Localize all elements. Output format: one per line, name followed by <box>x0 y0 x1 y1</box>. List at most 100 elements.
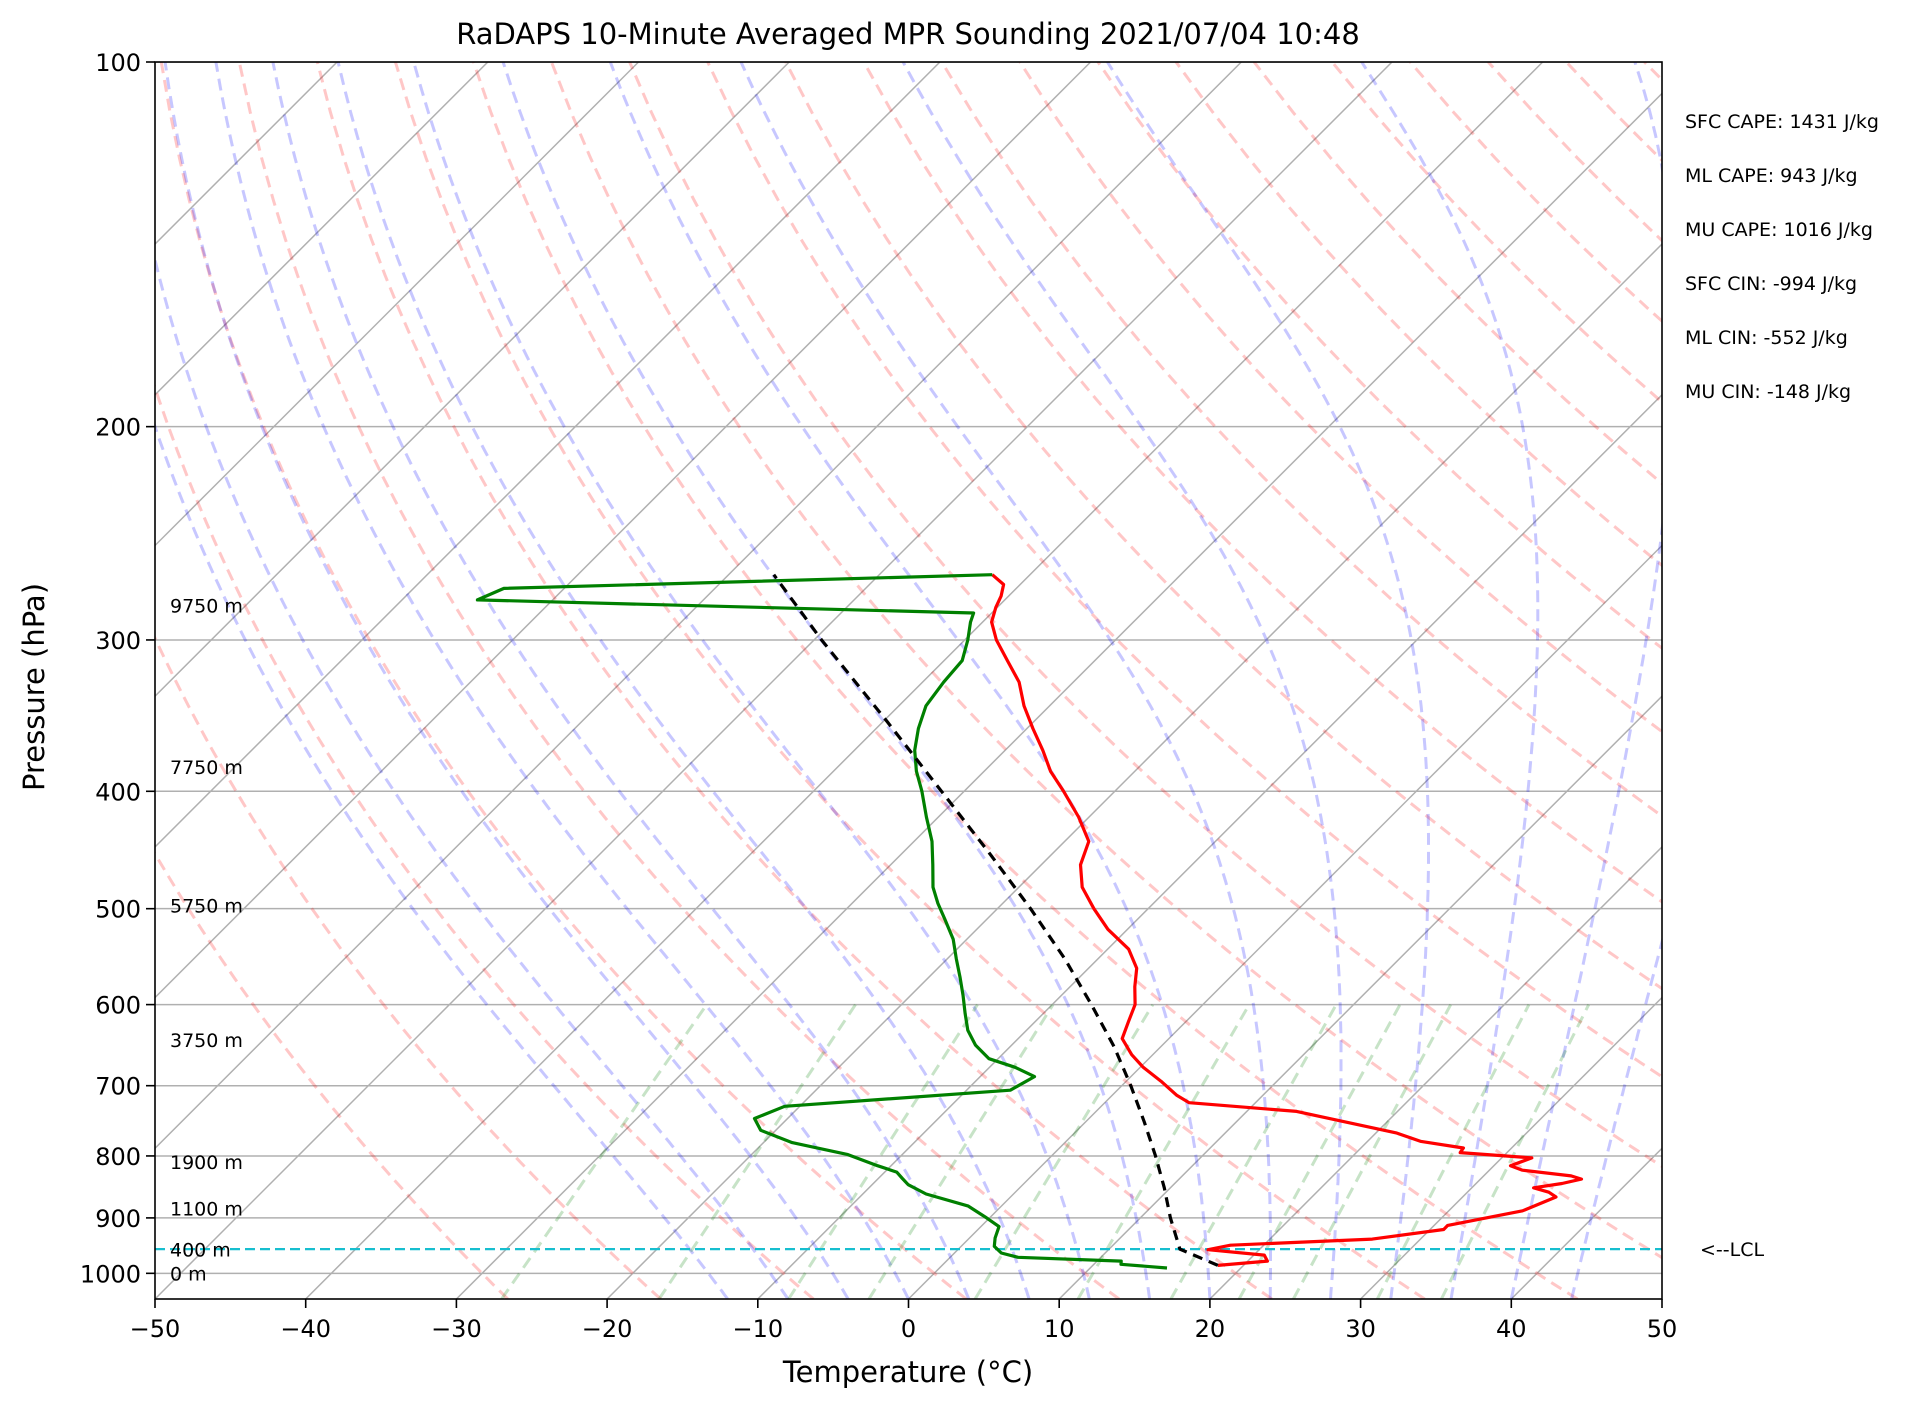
dry-adiabat-line <box>1096 62 1662 650</box>
x-axis-label: Temperature (°C) <box>782 1355 1033 1389</box>
isotherm-line <box>455 92 1662 1299</box>
dry-adiabat-line <box>1330 62 1662 405</box>
dry-adiabat-line <box>1722 62 1925 1299</box>
moist-adiabat-line <box>739 62 1272 1299</box>
axes: −50 −40 −30 −20 −10 0 10 20 30 40 50 100 200 300 400 50… <box>80 49 1677 1343</box>
x-tick-label: −30 <box>431 1315 482 1343</box>
dry-adiabat-line <box>550 62 1662 1260</box>
isotherm-line <box>1661 1297 1662 1299</box>
dry-adiabat-line <box>237 62 1120 1299</box>
mixing-ratio-line <box>500 1003 708 1299</box>
moist-adiabat-line <box>163 62 850 1299</box>
y-tick-label: 300 <box>95 627 141 655</box>
mixing-ratio-line <box>1440 1003 1591 1299</box>
height-label: 3750 m <box>170 1030 243 1052</box>
y-tick-label: 200 <box>95 414 141 442</box>
moist-adiabat-line <box>155 253 790 1299</box>
stability-index-label: SFC CIN: -994 J/kg <box>1685 273 1857 295</box>
isotherm-line <box>1360 996 1662 1299</box>
mixing-ratio-line <box>657 1003 857 1299</box>
dry-adiabat-line <box>393 62 1426 1299</box>
dry-adiabat-line <box>155 850 509 1299</box>
height-label: 1100 m <box>170 1198 243 1220</box>
moist-adiabat-line <box>155 421 729 1299</box>
stability-index-label: MU CIN: -148 J/kg <box>1685 381 1851 403</box>
y-tick-label: 500 <box>95 896 141 924</box>
dry-adiabat-line <box>159 62 968 1299</box>
dry-adiabat-line <box>784 62 1662 991</box>
isotherm-line <box>1058 695 1662 1299</box>
height-label: 0 m <box>170 1263 207 1285</box>
moist-adiabat-line <box>271 62 971 1299</box>
dry-adiabat-line <box>155 634 662 1299</box>
y-tick-label: 100 <box>95 49 141 77</box>
isotherm-line <box>606 243 1662 1299</box>
isotherm-line <box>155 62 1393 1299</box>
x-tick-label: 50 <box>1647 1315 1678 1343</box>
height-label: 7750 m <box>170 757 243 779</box>
dry-adiabat-line <box>1487 62 1662 243</box>
y-tick-label: 400 <box>95 778 141 806</box>
temperature-profile-line <box>989 573 1584 1267</box>
x-tick-label: −10 <box>732 1315 783 1343</box>
plot-area <box>155 62 1925 1299</box>
dry-adiabat-line <box>155 382 815 1299</box>
x-tick-label: −40 <box>280 1315 331 1343</box>
moist-adiabat-line <box>901 62 1343 1299</box>
stability-index-label: ML CAPE: 943 J/kg <box>1685 165 1858 187</box>
moist-adiabat-line <box>1106 62 1430 1299</box>
isotherm-line <box>155 62 1092 999</box>
y-axis-label: Pressure (hPa) <box>17 583 51 791</box>
isotherm-line <box>155 62 1242 1150</box>
stability-index-label: SFC CAPE: 1431 J/kg <box>1685 111 1879 133</box>
dry-adiabat-line <box>472 62 1579 1299</box>
y-tick-label: 700 <box>95 1073 141 1101</box>
moist-adiabat-line <box>214 62 910 1299</box>
moist-adiabat-line <box>1360 62 1540 1299</box>
chart-title: RaDAPS 10-Minute Averaged MPR Sounding 2… <box>456 17 1360 51</box>
y-tick-label: 1000 <box>80 1260 141 1288</box>
lcl-label: <--LCL <box>1700 1239 1764 1261</box>
dry-adiabat-line <box>1174 62 1662 568</box>
moist-adiabat-line <box>501 62 1152 1299</box>
moist-adiabat-line <box>608 62 1212 1299</box>
height-label: 400 m <box>170 1240 231 1262</box>
stability-index-label: ML CIN: -552 J/kg <box>1685 327 1848 349</box>
dry-adiabat-line <box>1643 62 1662 82</box>
y-tick-label: 800 <box>95 1143 141 1171</box>
y-tick-label: 900 <box>95 1205 141 1233</box>
x-tick-label: −50 <box>130 1315 181 1343</box>
mixing-ratio-line <box>1375 1003 1531 1299</box>
height-label: 5750 m <box>170 896 243 918</box>
moist-adiabat-line <box>1509 62 1662 1299</box>
height-label: 1900 m <box>170 1152 243 1174</box>
x-tick-label: 30 <box>1345 1315 1376 1343</box>
x-tick-label: −20 <box>582 1315 633 1343</box>
mixing-ratio-line <box>867 1003 1055 1299</box>
height-label: 9750 m <box>170 596 243 618</box>
dry-adiabat-line <box>706 62 1662 1079</box>
x-tick-label: 20 <box>1195 1315 1226 1343</box>
dry-adiabat-line <box>1252 62 1662 486</box>
dry-adiabat-line <box>315 62 1273 1299</box>
isotherm-line <box>155 62 489 396</box>
dry-adiabat-line <box>1018 62 1662 734</box>
dry-adiabat-line <box>1565 62 1662 163</box>
parcel-profile-line <box>772 573 1219 1267</box>
x-tick-label: 0 <box>901 1315 916 1343</box>
isotherm-line <box>907 544 1662 1299</box>
isotherm-line <box>1209 845 1662 1299</box>
y-tick-label: 600 <box>95 992 141 1020</box>
stability-index-label: MU CAPE: 1016 J/kg <box>1685 219 1873 241</box>
isotherm-line <box>155 62 790 698</box>
x-tick-label: 40 <box>1496 1315 1527 1343</box>
dry-adiabat-line <box>940 62 1662 819</box>
x-tick-label: 10 <box>1044 1315 1075 1343</box>
isotherm-line <box>1510 1147 1662 1299</box>
mixing-ratio-line <box>973 1003 1155 1299</box>
isotherm-line <box>305 62 1544 1299</box>
moist-adiabat-line <box>412 62 1091 1299</box>
